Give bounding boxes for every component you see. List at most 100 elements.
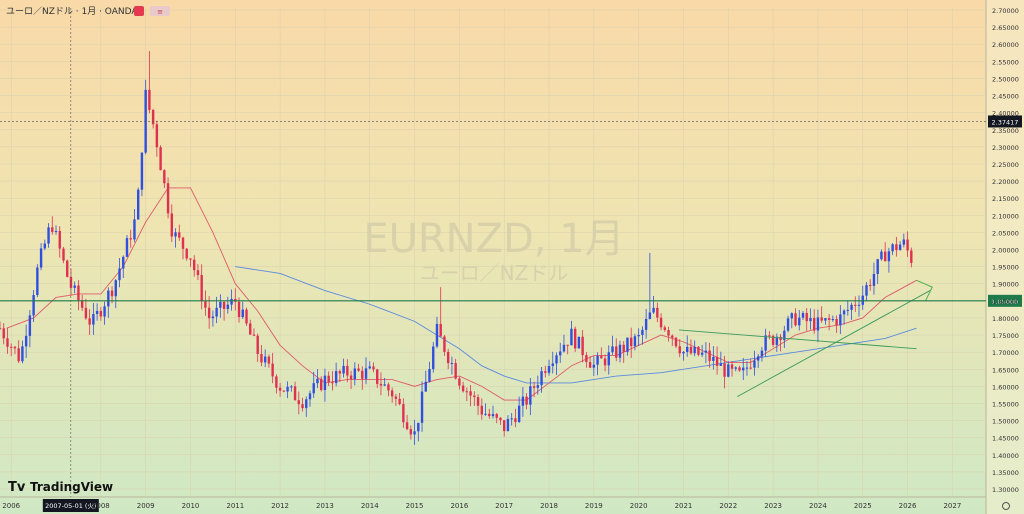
candle-body — [805, 313, 808, 322]
candle-body — [850, 304, 853, 310]
candle-body — [745, 367, 749, 369]
candle-body — [47, 227, 50, 244]
candle-body — [465, 391, 469, 393]
candle-body — [760, 350, 764, 357]
time-tick-label: 2016 — [450, 502, 468, 510]
candle-body — [644, 318, 648, 330]
candle-body — [742, 367, 745, 371]
price-tick-label: 2.45000 — [992, 93, 1019, 101]
time-tick-label: 2015 — [406, 502, 424, 510]
candle-body — [577, 336, 581, 349]
candle-body — [454, 362, 457, 379]
candle-body — [297, 400, 300, 405]
candle-body — [200, 275, 203, 302]
candle-body — [114, 280, 117, 297]
hline-price-badge — [988, 294, 1022, 307]
candle-body — [581, 336, 584, 356]
candle-body — [689, 346, 693, 354]
trendline[interactable] — [737, 290, 931, 398]
candle-body — [663, 327, 667, 331]
candle-body — [697, 346, 700, 355]
price-tick-label: 2.70000 — [992, 7, 1019, 15]
candle-body — [671, 335, 674, 338]
candle-body — [435, 323, 439, 347]
candle-body — [484, 413, 487, 415]
candle-body — [827, 318, 831, 320]
trendlines[interactable] — [678, 279, 933, 398]
trendline[interactable] — [678, 329, 917, 350]
time-tick-label: 2026 — [899, 502, 917, 510]
candle-body — [708, 350, 711, 361]
candle-body — [510, 418, 513, 420]
price-tick-label: 2.55000 — [992, 58, 1019, 66]
candle-body — [267, 356, 271, 364]
candle-body — [290, 386, 293, 388]
price-tick-label: 2.30000 — [992, 144, 1019, 152]
arrow-path[interactable] — [916, 279, 933, 302]
candle-body — [331, 382, 334, 384]
candle-body — [271, 363, 274, 377]
price-tick-label: 2.50000 — [992, 75, 1019, 83]
candle-body — [779, 336, 782, 341]
candle-body — [260, 354, 263, 363]
symbol-title[interactable]: ユーロ／NZドル · 1月 · OANDA — [6, 6, 138, 17]
candle-body — [92, 314, 95, 325]
candle-body — [73, 285, 76, 288]
candle-body — [368, 366, 371, 369]
candle-body — [159, 147, 162, 171]
candle-body — [308, 393, 312, 400]
candle-body — [43, 243, 47, 249]
crosshair-date-badge — [42, 499, 99, 512]
time-tick-label: 2022 — [719, 502, 737, 510]
candle-body — [178, 232, 181, 238]
tradingview-logo-text: TradingView — [30, 480, 113, 494]
time-tick-label: 2023 — [764, 502, 782, 510]
candle-body — [588, 362, 592, 368]
price-tick-label: 2.60000 — [992, 41, 1019, 49]
badge[interactable] — [150, 6, 170, 16]
time-tick-label: 2025 — [854, 502, 872, 510]
candle-body — [678, 346, 681, 354]
symbol-header[interactable]: ユーロ／NZドル · 1月 · OANDA ≡ — [6, 6, 170, 17]
candle-body — [798, 317, 801, 326]
time-tick-label: 2017 — [495, 502, 513, 510]
candle-body — [891, 244, 894, 252]
candle-body — [99, 310, 103, 317]
candle-body — [812, 317, 816, 331]
time-tick-label: 2027 — [943, 502, 961, 510]
candle-body — [80, 300, 84, 308]
candle-body — [125, 238, 129, 257]
gear-icon[interactable] — [1002, 502, 1010, 510]
candle-body — [54, 230, 58, 232]
candle-body — [107, 290, 110, 307]
candle-body — [674, 337, 678, 347]
candle-body — [387, 384, 390, 391]
candle-body — [700, 352, 704, 355]
horizontal-line-1-85[interactable]: 1.85000 — [0, 294, 1022, 307]
candlestick-series[interactable] — [0, 51, 913, 445]
candle-body — [842, 310, 846, 315]
candle-body — [637, 334, 640, 337]
time-tick-label: 2010 — [182, 502, 200, 510]
candle-body — [383, 384, 386, 386]
time-tick-label: 2024 — [809, 502, 827, 510]
candle-body — [488, 413, 491, 417]
candle-body — [633, 336, 637, 347]
candle-body — [667, 330, 670, 336]
candle-body — [204, 301, 207, 308]
candle-body — [237, 301, 241, 318]
candle-body — [24, 335, 28, 347]
candle-body — [876, 259, 879, 274]
candle-body — [398, 398, 401, 405]
flag-icon[interactable] — [134, 6, 144, 16]
time-tick-label: 2021 — [675, 502, 693, 510]
candle-body — [6, 338, 9, 347]
candle-body — [566, 344, 569, 346]
candle-body — [517, 405, 521, 422]
candle-body — [245, 309, 248, 324]
candle-body — [570, 328, 573, 346]
candle-body — [764, 335, 767, 351]
price-tick-label: 2.40000 — [992, 110, 1019, 118]
candle-body — [831, 319, 835, 321]
